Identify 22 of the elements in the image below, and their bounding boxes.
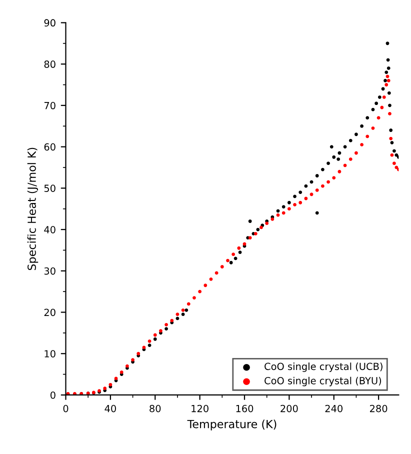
y-tick-label: 20 [44,308,56,316]
y-tick-label: 30 [44,267,56,275]
y-axis-title: Specific Heat (J/mol K) [27,148,38,270]
x-tick-label: 280 [370,404,388,412]
legend-label: CoO single crystal (UCB) [264,362,382,372]
x-tick-label: 200 [280,404,298,412]
y-tick-label: 80 [44,60,56,68]
y-tick-label: 60 [44,143,56,151]
y-tick-label: 0 [50,391,56,399]
y-tick-label: 50 [44,184,56,192]
x-tick-label: 0 [63,404,68,412]
y-tick-label: 90 [44,19,56,27]
x-tick-label: 240 [325,404,343,412]
y-tick-label: 40 [44,226,56,234]
x-tick-label: 120 [192,404,208,412]
legend-label: CoO single crystal (BYU) [264,376,382,386]
x-tick-label: 80 [150,404,161,412]
x-axis-title: Temperature (K) [187,420,276,430]
x-tick-label: 40 [104,404,116,412]
y-tick-label: 10 [44,350,56,358]
y-tick-label: 70 [44,102,56,110]
x-tick-label: 160 [236,404,254,412]
